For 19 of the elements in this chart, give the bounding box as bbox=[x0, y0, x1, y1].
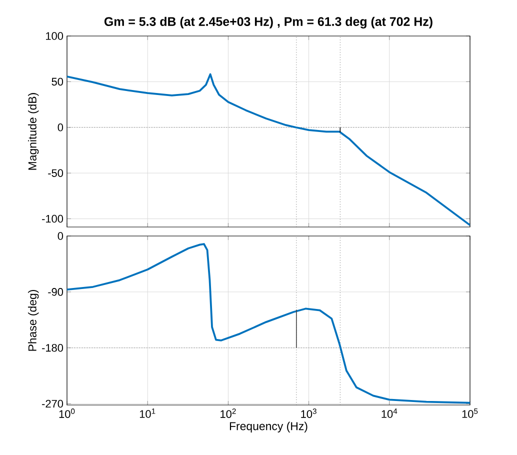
y-axis-title: Phase (deg) bbox=[28, 290, 39, 351]
y-tick-label: -90 bbox=[48, 288, 64, 296]
x-tick-label: 10$^{4}$ bbox=[382, 408, 398, 418]
chart-title: Gm = 5.3 dB (at 2.45e+03 Hz) , Pm = 61.3 deg (at 702 Hz) bbox=[104, 16, 432, 28]
x-tick-label: 10$^{2}$ bbox=[220, 408, 236, 418]
y-tick-label: -180 bbox=[42, 344, 64, 352]
y-tick-label: -270 bbox=[42, 400, 64, 408]
x-tick-label: 10$^{5}$ bbox=[462, 408, 478, 418]
x-axis-title: Frequency (Hz) bbox=[230, 422, 308, 432]
y-tick-label: -100 bbox=[42, 214, 64, 223]
y-tick-label: -50 bbox=[48, 169, 64, 177]
y-tick-label: 100 bbox=[46, 32, 64, 40]
y-tick-label: 0 bbox=[58, 232, 64, 240]
x-tick-label: 10$^{3}$ bbox=[301, 408, 316, 418]
x-tick-label: 10$^{1}$ bbox=[140, 408, 156, 418]
y-axis-title: Magnitude (dB) bbox=[28, 93, 39, 170]
y-tick-label: 0 bbox=[58, 124, 64, 132]
x-tick-label: 10$^{0}$ bbox=[59, 408, 75, 418]
y-tick-label: 50 bbox=[52, 78, 64, 86]
